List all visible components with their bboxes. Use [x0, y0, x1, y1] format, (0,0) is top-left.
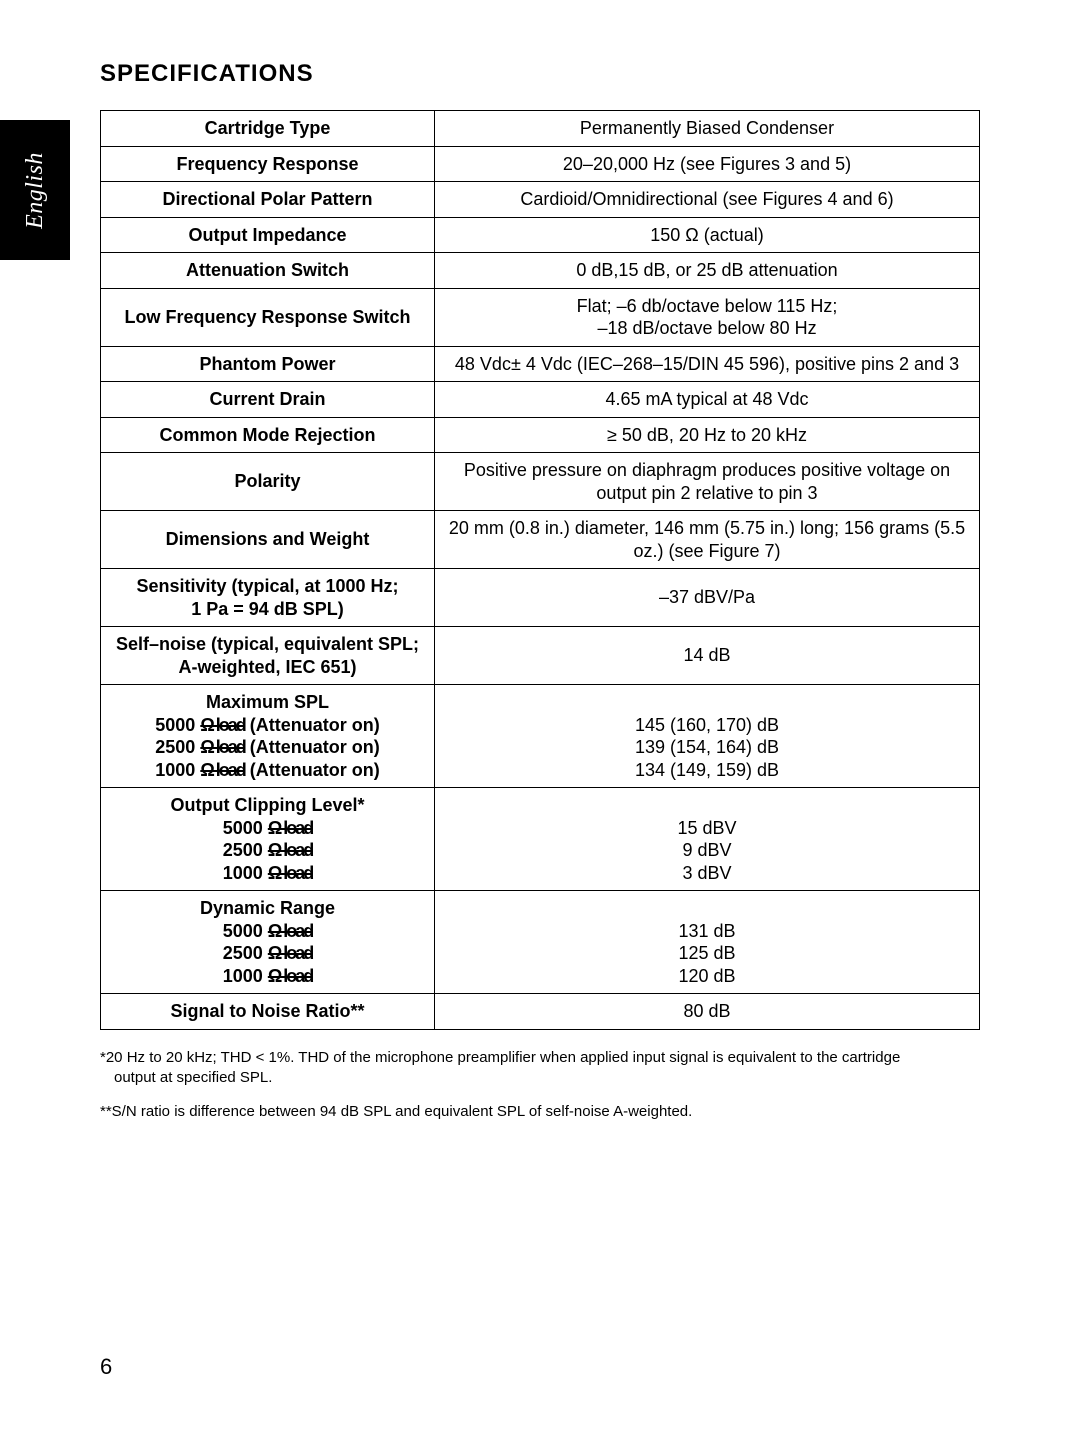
spec-value: Flat; –6 db/octave below 115 Hz;–18 dB/o…	[435, 288, 980, 346]
table-row: Frequency Response20–20,000 Hz (see Figu…	[101, 146, 980, 182]
spec-value: 145 (160, 170) dB139 (154, 164) dB134 (1…	[435, 685, 980, 788]
table-row: Directional Polar PatternCardioid/Omnidi…	[101, 182, 980, 218]
table-row: Sensitivity (typical, at 1000 Hz;1 Pa = …	[101, 569, 980, 627]
table-row: Self–noise (typical, equivalent SPL;A-we…	[101, 627, 980, 685]
spec-key: Dynamic Range5000 Ω load2500 Ω load1000 …	[101, 891, 435, 994]
spec-value: 131 dB125 dB120 dB	[435, 891, 980, 994]
table-row: Current Drain4.65 mA typical at 48 Vdc	[101, 382, 980, 418]
page-number: 6	[100, 1354, 112, 1380]
table-row: Maximum SPL5000 Ω load (Attenuator on)25…	[101, 685, 980, 788]
footnote-1: *20 Hz to 20 kHz; THD < 1%. THD of the m…	[100, 1048, 980, 1089]
spec-key: Sensitivity (typical, at 1000 Hz;1 Pa = …	[101, 569, 435, 627]
table-row: Dynamic Range5000 Ω load2500 Ω load1000 …	[101, 891, 980, 994]
spec-value: 0 dB,15 dB, or 25 dB attenuation	[435, 253, 980, 289]
spec-key: Output Impedance	[101, 217, 435, 253]
page-title: SPECIFICATIONS	[100, 60, 980, 88]
language-tab: English	[0, 120, 70, 260]
table-row: Output Clipping Level*5000 Ω load2500 Ω …	[101, 788, 980, 891]
table-row: Common Mode Rejection≥ 50 dB, 20 Hz to 2…	[101, 417, 980, 453]
table-row: PolarityPositive pressure on diaphragm p…	[101, 453, 980, 511]
spec-key: Signal to Noise Ratio**	[101, 994, 435, 1030]
spec-value: 80 dB	[435, 994, 980, 1030]
footnotes: *20 Hz to 20 kHz; THD < 1%. THD of the m…	[100, 1048, 980, 1123]
spec-value: 48 Vdc± 4 Vdc (IEC–268–15/DIN 45 596), p…	[435, 346, 980, 382]
spec-key: Low Frequency Response Switch	[101, 288, 435, 346]
spec-key: Maximum SPL5000 Ω load (Attenuator on)25…	[101, 685, 435, 788]
spec-key: Common Mode Rejection	[101, 417, 435, 453]
spec-value: 15 dBV9 dBV3 dBV	[435, 788, 980, 891]
specifications-table: Cartridge TypePermanently Biased Condens…	[100, 110, 980, 1030]
spec-value: –37 dBV/Pa	[435, 569, 980, 627]
spec-key: Directional Polar Pattern	[101, 182, 435, 218]
table-row: Low Frequency Response SwitchFlat; –6 db…	[101, 288, 980, 346]
table-row: Output Impedance150 Ω (actual)	[101, 217, 980, 253]
language-tab-label: English	[22, 152, 49, 229]
spec-key: Self–noise (typical, equivalent SPL;A-we…	[101, 627, 435, 685]
footnote-2: **S/N ratio is difference between 94 dB …	[100, 1102, 980, 1122]
spec-key: Attenuation Switch	[101, 253, 435, 289]
spec-value: 20–20,000 Hz (see Figures 3 and 5)	[435, 146, 980, 182]
spec-value: 20 mm (0.8 in.) diameter, 146 mm (5.75 i…	[435, 511, 980, 569]
spec-value: 150 Ω (actual)	[435, 217, 980, 253]
spec-key: Phantom Power	[101, 346, 435, 382]
table-row: Attenuation Switch0 dB,15 dB, or 25 dB a…	[101, 253, 980, 289]
spec-key: Current Drain	[101, 382, 435, 418]
page-content: SPECIFICATIONS Cartridge TypePermanently…	[100, 60, 980, 1136]
table-row: Signal to Noise Ratio**80 dB	[101, 994, 980, 1030]
spec-value: Permanently Biased Condenser	[435, 111, 980, 147]
spec-value: 4.65 mA typical at 48 Vdc	[435, 382, 980, 418]
table-row: Cartridge TypePermanently Biased Condens…	[101, 111, 980, 147]
spec-value: Positive pressure on diaphragm produces …	[435, 453, 980, 511]
spec-key: Polarity	[101, 453, 435, 511]
spec-key: Frequency Response	[101, 146, 435, 182]
spec-key: Cartridge Type	[101, 111, 435, 147]
spec-key: Output Clipping Level*5000 Ω load2500 Ω …	[101, 788, 435, 891]
table-row: Phantom Power48 Vdc± 4 Vdc (IEC–268–15/D…	[101, 346, 980, 382]
spec-key: Dimensions and Weight	[101, 511, 435, 569]
table-row: Dimensions and Weight20 mm (0.8 in.) dia…	[101, 511, 980, 569]
spec-value: 14 dB	[435, 627, 980, 685]
spec-value: ≥ 50 dB, 20 Hz to 20 kHz	[435, 417, 980, 453]
spec-value: Cardioid/Omnidirectional (see Figures 4 …	[435, 182, 980, 218]
